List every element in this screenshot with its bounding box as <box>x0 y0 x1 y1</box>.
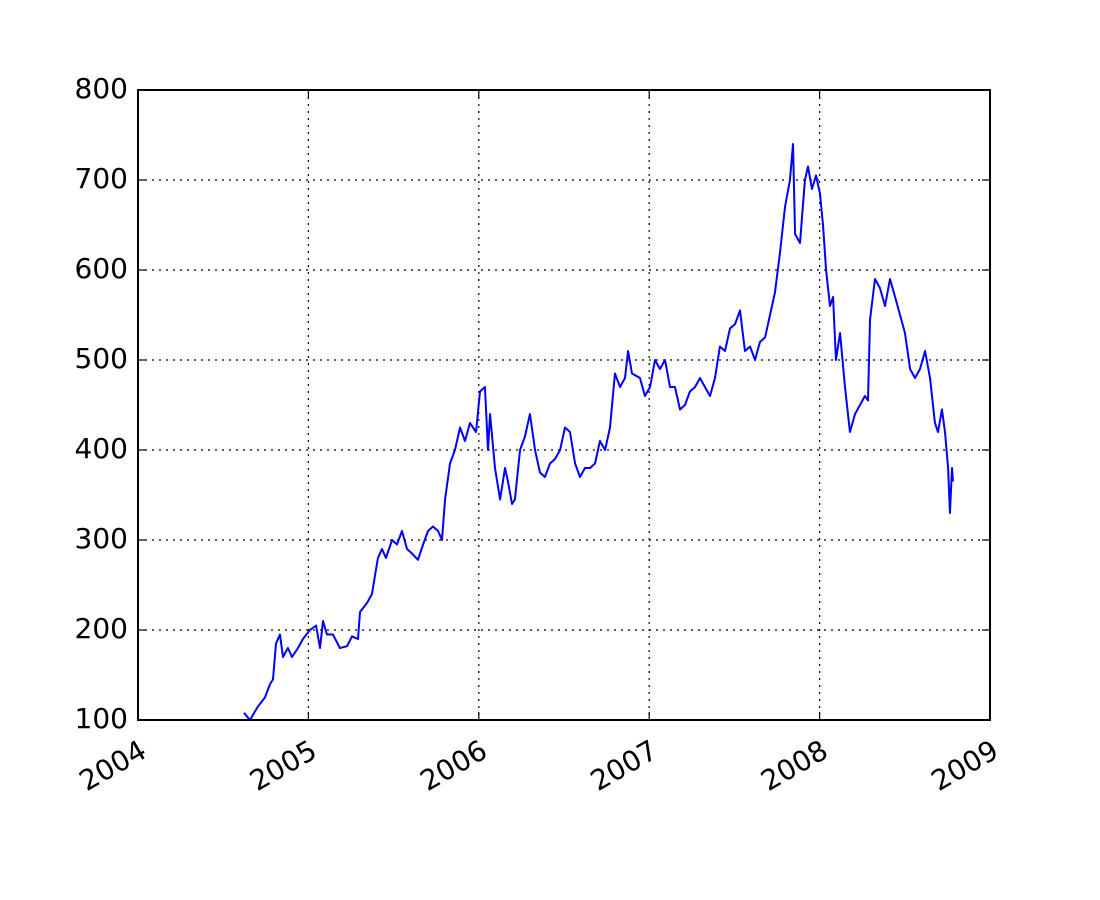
y-tick-label: 700 <box>75 162 128 195</box>
y-tick-label: 800 <box>75 72 128 105</box>
y-tick-label: 200 <box>75 612 128 645</box>
y-tick-label: 300 <box>75 522 128 555</box>
y-tick-label: 500 <box>75 342 128 375</box>
y-tick-label: 400 <box>75 432 128 465</box>
x-tick-label: 2006 <box>414 733 492 797</box>
data-line <box>243 143 955 721</box>
x-tick-label: 2007 <box>585 733 663 797</box>
y-tick-label: 100 <box>75 702 128 735</box>
x-tick-label: 2009 <box>926 733 1004 797</box>
y-tick-label: 600 <box>75 252 128 285</box>
x-tick-label: 2004 <box>74 733 152 797</box>
plot-frame <box>137 89 991 721</box>
x-tick-label: 2005 <box>244 733 322 797</box>
x-tick-label: 2008 <box>755 733 833 797</box>
